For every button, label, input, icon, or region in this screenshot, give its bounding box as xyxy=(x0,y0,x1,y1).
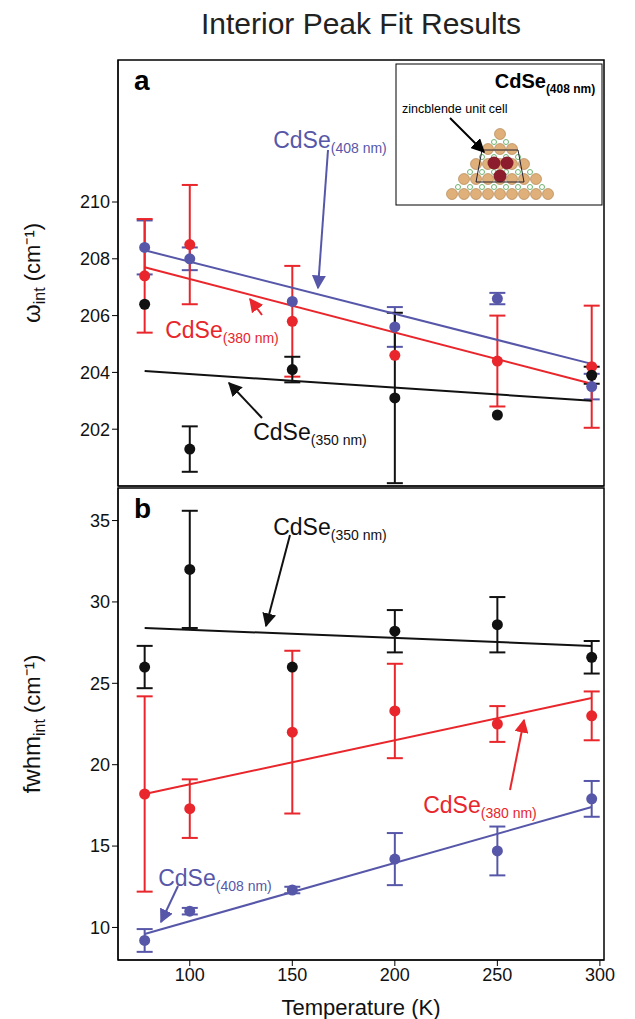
svg-text:ωint (cm⁻¹): ωint (cm⁻¹) xyxy=(18,223,48,323)
svg-text:CdSe(408 nm): CdSe(408 nm) xyxy=(273,127,387,156)
svg-text:208: 208 xyxy=(80,249,110,269)
svg-text:10: 10 xyxy=(90,918,110,938)
svg-text:zincblende unit cell: zincblende unit cell xyxy=(402,102,508,116)
svg-text:202: 202 xyxy=(80,420,110,440)
svg-text:25: 25 xyxy=(90,674,110,694)
svg-text:250: 250 xyxy=(482,965,512,985)
svg-text:300: 300 xyxy=(585,965,615,985)
svg-text:CdSe(408 nm): CdSe(408 nm) xyxy=(158,865,272,894)
svg-text:30: 30 xyxy=(90,592,110,612)
svg-text:CdSe(350 nm): CdSe(350 nm) xyxy=(273,514,387,543)
svg-text:15: 15 xyxy=(90,836,110,856)
svg-text:fwhmint (cm⁻¹): fwhmint (cm⁻¹) xyxy=(18,655,48,794)
svg-text:150: 150 xyxy=(277,965,307,985)
svg-text:204: 204 xyxy=(80,363,110,383)
svg-text:200: 200 xyxy=(380,965,410,985)
svg-text:CdSe(350 nm): CdSe(350 nm) xyxy=(253,419,367,448)
svg-text:35: 35 xyxy=(90,511,110,531)
svg-text:210: 210 xyxy=(80,192,110,212)
svg-text:206: 206 xyxy=(80,306,110,326)
svg-text:a: a xyxy=(134,65,150,96)
svg-text:CdSe(380 nm): CdSe(380 nm) xyxy=(165,317,279,346)
svg-text:20: 20 xyxy=(90,755,110,775)
svg-text:100: 100 xyxy=(175,965,205,985)
svg-text:Temperature (K): Temperature (K) xyxy=(282,995,441,1019)
svg-text:b: b xyxy=(134,493,151,524)
svg-text:CdSe(408 nm): CdSe(408 nm) xyxy=(495,70,595,96)
svg-text:Interior Peak Fit Results: Interior Peak Fit Results xyxy=(201,7,521,40)
svg-text:CdSe(380 nm): CdSe(380 nm) xyxy=(423,792,537,821)
